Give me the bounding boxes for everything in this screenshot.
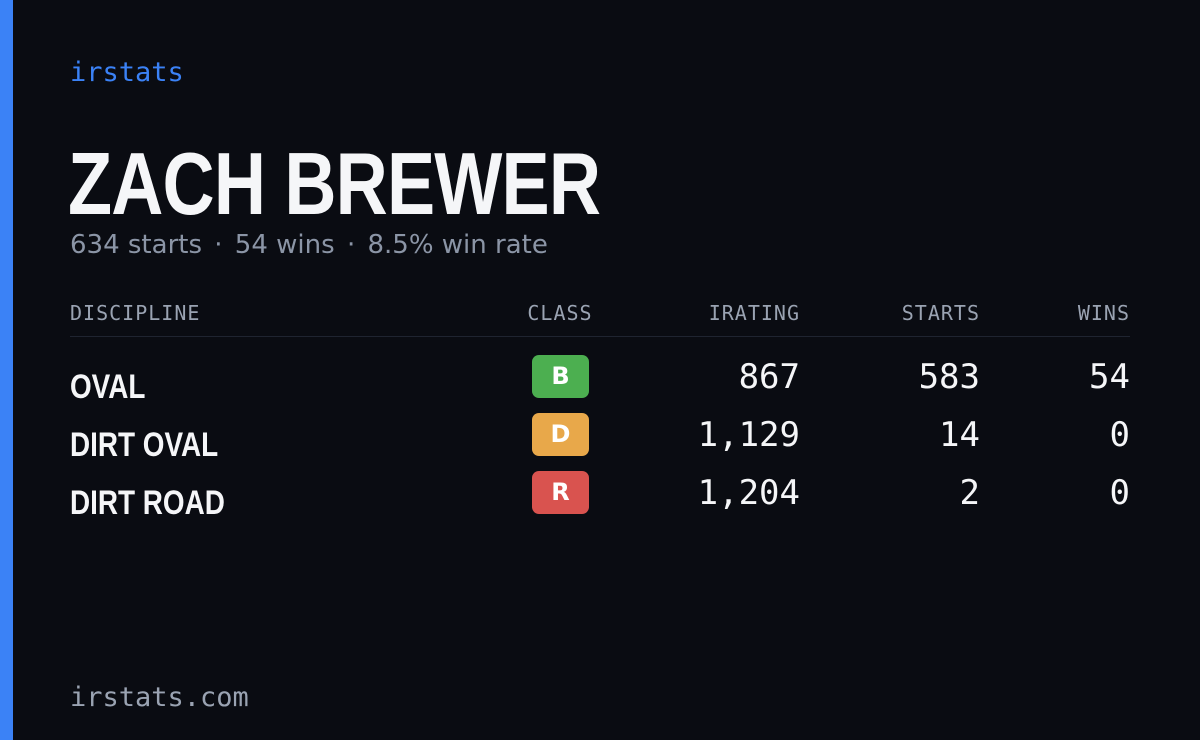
- driver-summary: 634 starts · 54 wins · 8.5% win rate: [70, 228, 548, 262]
- table-row-dirt-oval: DIRT OVAL D 1,129 14 0: [70, 413, 1130, 471]
- header-starts: STARTS: [901, 301, 980, 325]
- class-badge: B: [532, 355, 589, 398]
- summary-wins: 54 wins: [234, 230, 335, 260]
- brand-logo: irstats: [70, 57, 184, 88]
- starts-value: 14: [939, 415, 980, 455]
- page-title: ZACH BREWER: [68, 134, 601, 233]
- header-irating: IRATING: [708, 301, 800, 325]
- header-discipline: DISCIPLINE: [70, 301, 201, 325]
- table-body: OVAL B 867 583 54 DIRT OVAL D 1,129 14 0…: [70, 337, 1130, 529]
- discipline-name: DIRT ROAD: [70, 484, 225, 522]
- stats-table: DISCIPLINE CLASS IRATING STARTS WINS OVA…: [70, 296, 1130, 529]
- summary-starts: 634 starts: [70, 230, 202, 260]
- wins-value: 0: [1109, 415, 1130, 455]
- wins-value: 54: [1089, 357, 1130, 397]
- table-row-oval: OVAL B 867 583 54: [70, 355, 1130, 413]
- irating-value: 1,204: [697, 473, 800, 513]
- summary-separator: ·: [214, 230, 223, 260]
- table-header: DISCIPLINE CLASS IRATING STARTS WINS: [70, 296, 1130, 337]
- table-row-dirt-road: DIRT ROAD R 1,204 2 0: [70, 471, 1130, 529]
- accent-bar: [0, 0, 13, 740]
- class-badge: D: [532, 413, 589, 456]
- class-badge: R: [532, 471, 589, 514]
- discipline-name: DIRT OVAL: [70, 426, 219, 464]
- irating-value: 867: [738, 357, 800, 397]
- footer-url: irstats.com: [70, 682, 249, 713]
- starts-value: 2: [959, 473, 980, 513]
- starts-value: 583: [918, 357, 980, 397]
- summary-win-rate: 8.5% win rate: [367, 230, 548, 260]
- wins-value: 0: [1109, 473, 1130, 513]
- discipline-name: OVAL: [70, 368, 146, 406]
- summary-separator: ·: [346, 230, 356, 260]
- irating-value: 1,129: [697, 415, 800, 455]
- header-class: CLASS: [527, 301, 593, 325]
- header-wins: WINS: [1077, 301, 1130, 325]
